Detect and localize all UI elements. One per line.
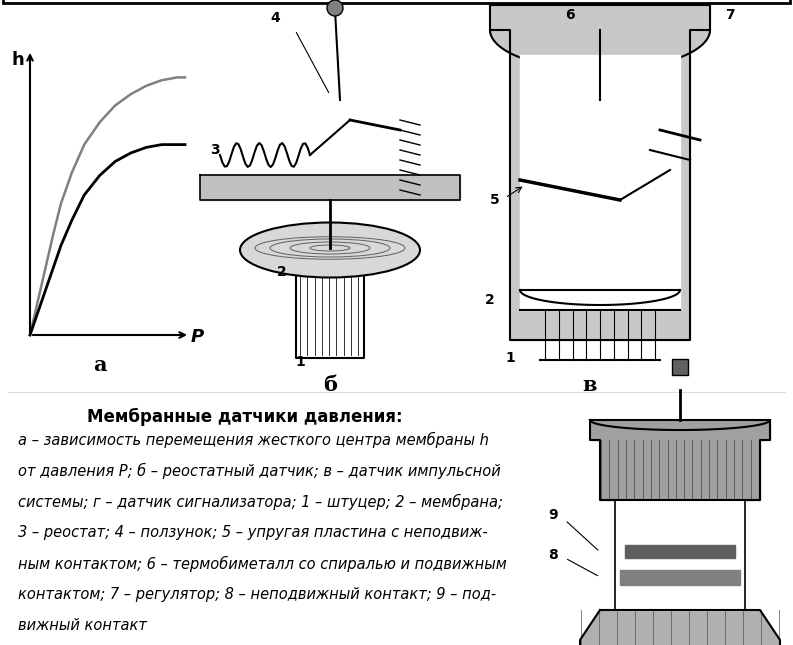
Polygon shape [200,175,460,200]
Polygon shape [580,610,780,645]
Text: 6: 6 [565,8,575,22]
Text: 2: 2 [485,293,495,307]
Bar [672,359,688,375]
Text: P: P [190,328,204,346]
Text: контактом; 7 – регулятор; 8 – неподвижный контакт; 9 – под-: контактом; 7 – регулятор; 8 – неподвижны… [18,587,496,602]
Polygon shape [615,500,745,610]
Text: 5: 5 [490,193,500,207]
Polygon shape [625,545,735,558]
Polygon shape [620,570,740,585]
Text: 1: 1 [505,351,515,365]
Text: 3: 3 [210,143,220,157]
Text: 7: 7 [725,8,735,22]
Polygon shape [520,55,680,310]
Text: 4: 4 [270,11,280,25]
Text: 9: 9 [548,508,557,522]
Text: ным контактом; 6 – термобиметалл со спиралью и подвижным: ным контактом; 6 – термобиметалл со спир… [18,556,507,572]
Polygon shape [490,30,710,70]
Polygon shape [590,420,770,430]
Text: системы; г – датчик сигнализатора; 1 – штуцер; 2 – мембрана;: системы; г – датчик сигнализатора; 1 – ш… [18,494,503,510]
Text: а: а [94,355,107,375]
Polygon shape [490,5,710,340]
Text: 1: 1 [295,355,305,369]
Text: от давления Р; б – реостатный датчик; в – датчик импульсной: от давления Р; б – реостатный датчик; в … [18,463,500,479]
Text: б: б [323,375,337,395]
Text: в: в [583,375,597,395]
Text: вижный контакт: вижный контакт [18,618,147,633]
Text: Мембранные датчики давления:: Мембранные датчики давления: [87,408,403,426]
Circle shape [327,0,343,16]
Text: а – зависимость перемещения жесткого центра мембраны h: а – зависимость перемещения жесткого цен… [18,432,488,448]
Text: 3 – реостат; 4 – ползунок; 5 – упругая пластина с неподвиж-: 3 – реостат; 4 – ползунок; 5 – упругая п… [18,525,488,540]
Text: 8: 8 [548,548,557,562]
Polygon shape [590,420,770,500]
Ellipse shape [240,223,420,277]
Text: h: h [12,51,25,69]
Text: 2: 2 [277,265,287,279]
